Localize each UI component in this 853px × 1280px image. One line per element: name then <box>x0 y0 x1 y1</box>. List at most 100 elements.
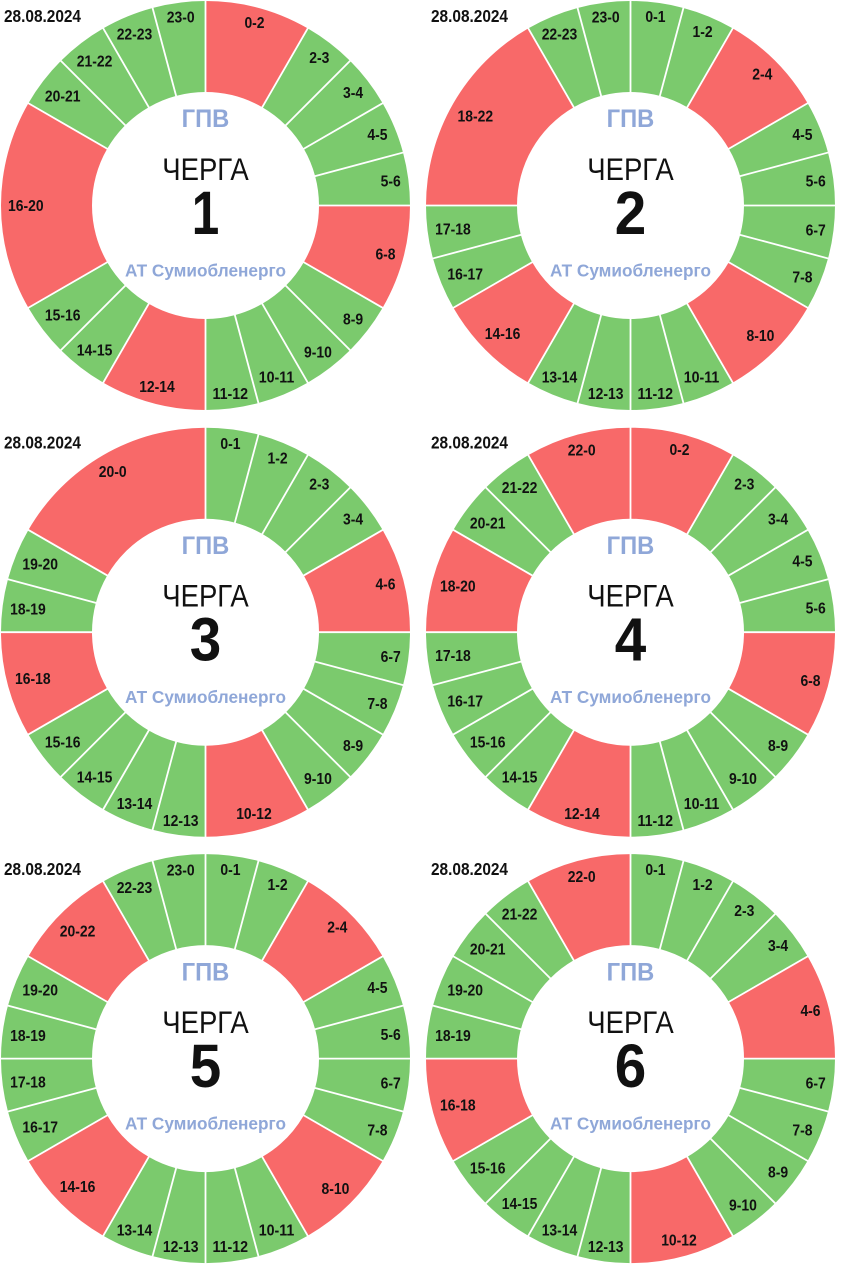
svg-text:12-13: 12-13 <box>588 1239 624 1256</box>
svg-text:4-5: 4-5 <box>367 127 387 144</box>
svg-text:13-14: 13-14 <box>542 1223 578 1240</box>
svg-text:6-7: 6-7 <box>806 1076 826 1093</box>
svg-text:15-16: 15-16 <box>470 1161 506 1178</box>
svg-text:7-8: 7-8 <box>367 1122 387 1139</box>
svg-text:16-17: 16-17 <box>447 693 483 710</box>
svg-text:5-6: 5-6 <box>806 174 826 191</box>
svg-text:8-9: 8-9 <box>768 738 788 755</box>
svg-text:23-0: 23-0 <box>167 10 195 27</box>
svg-text:16-17: 16-17 <box>447 267 483 284</box>
svg-text:10-11: 10-11 <box>259 1223 295 1240</box>
svg-text:6-7: 6-7 <box>806 223 826 240</box>
svg-text:28.08.2024: 28.08.2024 <box>431 433 508 453</box>
svg-text:4-6: 4-6 <box>375 577 395 594</box>
svg-text:17-18: 17-18 <box>435 222 471 239</box>
svg-text:1-2: 1-2 <box>268 877 288 894</box>
svg-text:7-8: 7-8 <box>792 1122 812 1139</box>
svg-text:0-2: 0-2 <box>669 442 689 459</box>
svg-text:23-0: 23-0 <box>592 10 620 27</box>
svg-text:13-14: 13-14 <box>542 370 578 387</box>
svg-text:14-15: 14-15 <box>77 343 113 360</box>
svg-text:ЧЕРГА: ЧЕРГА <box>162 578 248 614</box>
svg-text:ЧЕРГА: ЧЕРГА <box>587 1004 673 1040</box>
svg-text:21-22: 21-22 <box>502 907 538 924</box>
svg-text:17-18: 17-18 <box>435 648 471 665</box>
svg-text:14-15: 14-15 <box>502 769 538 786</box>
svg-text:20-0: 20-0 <box>99 464 127 481</box>
svg-text:2-4: 2-4 <box>327 919 347 936</box>
svg-text:5: 5 <box>190 1032 222 1100</box>
svg-text:16-18: 16-18 <box>15 671 51 688</box>
svg-text:5-6: 5-6 <box>381 174 401 191</box>
svg-text:20-21: 20-21 <box>470 515 506 532</box>
svg-text:19-20: 19-20 <box>447 983 483 1000</box>
svg-text:10-11: 10-11 <box>684 796 720 813</box>
svg-text:2-3: 2-3 <box>309 477 329 494</box>
svg-text:1-2: 1-2 <box>693 24 713 41</box>
svg-text:20-22: 20-22 <box>60 923 96 940</box>
svg-text:10-12: 10-12 <box>661 1232 697 1249</box>
svg-text:3-4: 3-4 <box>768 938 788 955</box>
svg-text:2-3: 2-3 <box>734 477 754 494</box>
svg-text:6-8: 6-8 <box>800 673 820 690</box>
svg-text:8-10: 8-10 <box>321 1181 349 1198</box>
svg-text:15-16: 15-16 <box>45 308 81 325</box>
svg-text:2: 2 <box>615 179 647 247</box>
svg-text:ГПВ: ГПВ <box>607 958 655 986</box>
svg-text:5-6: 5-6 <box>381 1027 401 1044</box>
svg-text:9-10: 9-10 <box>729 771 757 788</box>
svg-text:АТ Сумиобленерго: АТ Сумиобленерго <box>550 261 711 281</box>
svg-text:18-22: 18-22 <box>458 109 494 126</box>
svg-text:21-22: 21-22 <box>77 54 113 71</box>
svg-text:АТ Сумиобленерго: АТ Сумиобленерго <box>125 1114 286 1134</box>
svg-text:0-2: 0-2 <box>244 15 264 32</box>
svg-text:0-1: 0-1 <box>220 862 240 879</box>
svg-text:4-5: 4-5 <box>792 127 812 144</box>
svg-text:АТ Сумиобленерго: АТ Сумиобленерго <box>550 1114 711 1134</box>
svg-text:14-16: 14-16 <box>485 326 521 343</box>
svg-text:11-12: 11-12 <box>213 386 249 403</box>
svg-text:14-15: 14-15 <box>77 769 113 786</box>
svg-text:2-3: 2-3 <box>734 903 754 920</box>
svg-text:ГПВ: ГПВ <box>182 958 230 986</box>
svg-text:ЧЕРГА: ЧЕРГА <box>587 578 673 614</box>
svg-text:18-20: 18-20 <box>440 579 476 596</box>
svg-text:ЧЕРГА: ЧЕРГА <box>162 1004 248 1040</box>
svg-text:ЧЕРГА: ЧЕРГА <box>162 151 248 187</box>
svg-text:17-18: 17-18 <box>10 1075 46 1092</box>
svg-text:28.08.2024: 28.08.2024 <box>4 6 81 26</box>
svg-text:6-8: 6-8 <box>375 246 395 263</box>
svg-text:12-13: 12-13 <box>163 1239 199 1256</box>
svg-text:0-1: 0-1 <box>645 862 665 879</box>
svg-text:22-23: 22-23 <box>542 27 578 44</box>
svg-text:8-9: 8-9 <box>343 311 363 328</box>
svg-text:9-10: 9-10 <box>729 1198 757 1215</box>
svg-text:ГПВ: ГПВ <box>182 532 230 560</box>
svg-text:АТ Сумиобленерго: АТ Сумиобленерго <box>125 687 286 707</box>
svg-text:4-5: 4-5 <box>367 980 387 997</box>
svg-text:0-1: 0-1 <box>220 436 240 453</box>
svg-text:4-6: 4-6 <box>800 1003 820 1020</box>
svg-text:19-20: 19-20 <box>22 556 58 573</box>
svg-text:2-3: 2-3 <box>309 50 329 67</box>
svg-text:14-15: 14-15 <box>502 1196 538 1213</box>
svg-text:10-11: 10-11 <box>259 370 295 387</box>
svg-text:ЧЕРГА: ЧЕРГА <box>587 151 673 187</box>
svg-text:12-14: 12-14 <box>139 379 175 396</box>
svg-text:6: 6 <box>615 1032 647 1100</box>
svg-text:22-0: 22-0 <box>568 869 596 886</box>
svg-text:23-0: 23-0 <box>167 863 195 880</box>
svg-text:28.08.2024: 28.08.2024 <box>4 859 81 879</box>
svg-text:1-2: 1-2 <box>693 877 713 894</box>
svg-text:22-23: 22-23 <box>117 27 153 44</box>
svg-text:ГПВ: ГПВ <box>182 105 230 133</box>
svg-text:18-19: 18-19 <box>10 601 46 618</box>
svg-text:19-20: 19-20 <box>22 983 58 1000</box>
svg-text:1: 1 <box>192 179 220 247</box>
svg-text:14-16: 14-16 <box>60 1179 96 1196</box>
svg-text:28.08.2024: 28.08.2024 <box>4 433 81 453</box>
svg-text:7-8: 7-8 <box>367 696 387 713</box>
svg-text:20-21: 20-21 <box>470 942 506 959</box>
svg-text:3-4: 3-4 <box>343 512 363 529</box>
svg-text:16-17: 16-17 <box>22 1120 58 1137</box>
